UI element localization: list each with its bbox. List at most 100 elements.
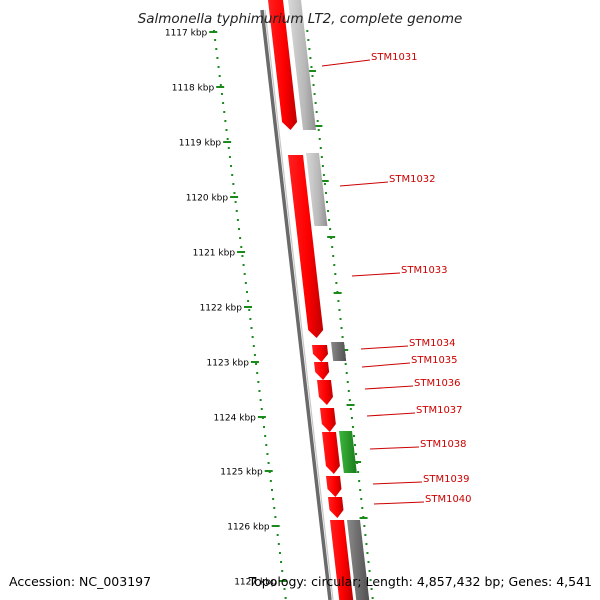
scale-dot xyxy=(318,138,321,140)
gene-reverse-cds xyxy=(306,153,328,226)
scale-dot xyxy=(216,57,219,59)
scale-tick-label: 1122 kbp xyxy=(200,304,243,314)
scale-dot xyxy=(235,210,238,212)
scale-dot xyxy=(355,453,358,455)
gene-label: STM1033 xyxy=(401,265,448,276)
scale-dot xyxy=(251,336,254,338)
scale-dot xyxy=(332,255,335,257)
scale-dot xyxy=(366,552,369,554)
gene-forward-cds xyxy=(317,380,333,405)
gene-features xyxy=(268,0,370,600)
scale-dot xyxy=(368,570,371,572)
scale-dot xyxy=(267,462,270,464)
scale-tick-label: 1117 kbp xyxy=(165,29,208,39)
topology-text: Topology: circular; Length: 4,857,432 bp… xyxy=(248,574,592,589)
scale-dot xyxy=(266,453,269,455)
scale-dot xyxy=(248,309,251,311)
scale-dot xyxy=(370,588,373,590)
gene-leader-line xyxy=(351,272,401,277)
scale-dot xyxy=(220,93,223,95)
scale-tick-label: 1119 kbp xyxy=(179,139,222,149)
scale-dot xyxy=(265,444,268,446)
gene-leader-line xyxy=(361,362,411,368)
scale-dot xyxy=(276,534,279,536)
scale-dot xyxy=(306,30,309,32)
scale-tick-label: 1124 kbp xyxy=(213,414,256,424)
scale-dot xyxy=(369,579,372,581)
scale-tick-label: 1121 kbp xyxy=(193,249,236,259)
gene-leader-line xyxy=(364,385,414,390)
scale-dot xyxy=(326,201,329,203)
gene-leader-line xyxy=(360,345,409,350)
scale-dot xyxy=(321,165,324,167)
gene-label: STM1039 xyxy=(423,474,470,485)
scale-tick-label: 1126 kbp xyxy=(227,523,270,533)
gene-reverse-cds xyxy=(288,0,316,130)
scale-dot xyxy=(309,57,312,59)
scale-dot xyxy=(329,228,332,230)
gene-forward-cds xyxy=(312,345,329,362)
gene-leader-line xyxy=(339,181,389,187)
gene-forward-cds xyxy=(328,497,344,518)
scale-dot xyxy=(317,129,320,131)
scale-dot xyxy=(357,471,360,473)
scale-dot xyxy=(335,282,338,284)
scale-dot xyxy=(358,480,361,482)
map-title: Salmonella typhimurium LT2, complete gen… xyxy=(138,11,463,27)
scale-dot xyxy=(243,273,246,275)
gene-forward-cds xyxy=(314,362,330,380)
scale-dot xyxy=(249,318,252,320)
scale-dot xyxy=(327,210,330,212)
gene-label: STM1031 xyxy=(371,52,418,63)
gene-green-feature xyxy=(339,431,357,473)
gene-forward-cds xyxy=(268,0,298,130)
scale-dot xyxy=(349,408,352,410)
scale-dot xyxy=(363,525,366,527)
scale-dot xyxy=(241,255,244,257)
gene-dark-feature xyxy=(347,520,370,600)
scale-dot xyxy=(324,192,327,194)
scale-dot xyxy=(320,156,323,158)
scale-dot xyxy=(236,219,239,221)
gene-leader-line xyxy=(366,412,416,417)
accession-text: Accession: NC_003197 xyxy=(9,574,151,589)
scale-dot xyxy=(277,543,280,545)
scale-dot xyxy=(283,588,286,590)
scale-dot xyxy=(371,597,374,599)
scale-dot xyxy=(315,111,318,113)
scale-tick-label: 1120 kbp xyxy=(186,194,229,204)
scale-dot xyxy=(231,174,234,176)
gene-labels: STM1031 STM1032 STM1033 STM1034 STM1035 STM10… xyxy=(321,52,472,505)
gene-leader-line xyxy=(321,59,371,67)
scale-dot xyxy=(238,228,241,230)
scale-dot xyxy=(284,597,287,599)
scale-dot xyxy=(224,120,227,122)
backbone-line xyxy=(260,9,332,600)
gene-leader-line xyxy=(372,481,423,485)
scale-dot xyxy=(323,183,326,185)
scale-dot xyxy=(354,444,357,446)
gene-forward-cds xyxy=(326,476,342,497)
scale-dot xyxy=(345,372,348,374)
scale-tick-label: 1127 kbp xyxy=(234,578,277,588)
scale-tick-label: 1118 kbp xyxy=(172,84,215,94)
scale-dot xyxy=(274,516,277,518)
scale-dot xyxy=(234,201,237,203)
scale-dot xyxy=(215,48,218,50)
gene-forward-cds xyxy=(322,432,340,474)
scale-dot xyxy=(255,363,258,365)
scale-dot xyxy=(311,75,314,77)
scale-dot xyxy=(264,435,267,437)
scale-dot xyxy=(361,507,364,509)
scale-dot xyxy=(260,408,263,410)
scale-dot xyxy=(259,399,262,401)
gene-leader-line xyxy=(373,501,425,505)
scale-dot xyxy=(239,237,242,239)
scale-dot xyxy=(328,219,331,221)
gene-forward-cds xyxy=(330,520,354,600)
backbone-highlight xyxy=(264,9,334,600)
gene-forward-cds xyxy=(320,408,336,432)
gene-label: STM1038 xyxy=(420,439,467,450)
scale-dot xyxy=(364,534,367,536)
